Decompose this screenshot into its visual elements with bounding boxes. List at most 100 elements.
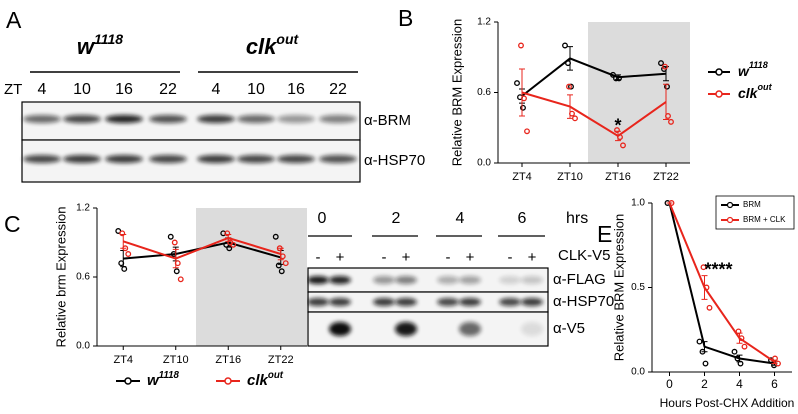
- legend-name: w: [147, 372, 160, 389]
- data-point: [173, 268, 180, 275]
- data-point: [668, 118, 674, 125]
- x-tick-label: 6: [771, 377, 778, 391]
- annotation: ****: [704, 259, 732, 279]
- sign-label: -: [446, 249, 451, 266]
- blot-band: [499, 298, 521, 306]
- band-label: α-HSP70: [364, 152, 425, 169]
- y-tick-label: 0.0: [76, 341, 90, 352]
- genotype-sup: 1118: [94, 31, 123, 47]
- data-point: [658, 60, 664, 67]
- data-point: [662, 63, 668, 70]
- series-line: [668, 202, 775, 365]
- sign-label: +: [336, 249, 345, 266]
- data-point: [524, 128, 530, 135]
- legend-marker: [224, 377, 232, 385]
- legend-sup: out: [268, 370, 284, 381]
- legend-name: BRM + CLK: [743, 215, 786, 224]
- data-point: [700, 264, 707, 271]
- timepoint-label: 0: [318, 210, 327, 227]
- genotype-name: w: [77, 34, 96, 59]
- data-point: [177, 276, 184, 283]
- blot-band: [521, 276, 543, 284]
- blot-band: [105, 115, 143, 123]
- panel-label: A: [6, 7, 22, 33]
- lane-label: 22: [329, 81, 347, 98]
- x-tick-label: ZT16: [215, 354, 241, 366]
- y-tick-label: 0.6: [76, 272, 90, 283]
- series-line: [668, 202, 776, 363]
- y-tick-label: 1.2: [76, 203, 90, 214]
- panel-label: C: [4, 211, 21, 237]
- y-tick-label: 1.0: [631, 198, 645, 209]
- y-axis-label: Relative BRM Expression: [611, 214, 626, 361]
- sign-label: -: [508, 249, 513, 266]
- series-line: [521, 91, 667, 138]
- blot-band: [459, 298, 481, 306]
- data-point: [275, 262, 282, 269]
- genotype-label: clkout: [246, 31, 300, 59]
- data-point: [735, 328, 742, 335]
- blot-band: [149, 115, 187, 123]
- blot-band: [395, 298, 417, 306]
- blot-band: [23, 155, 61, 163]
- x-tick-label: 2: [701, 377, 708, 391]
- y-tick-label: 1.2: [477, 17, 491, 28]
- x-tick-label: 0: [666, 377, 673, 391]
- blot-band: [197, 115, 235, 123]
- legend-marker: [715, 68, 723, 76]
- y-axis-label: Relative brm Expression: [53, 207, 68, 348]
- data-point: [696, 338, 703, 345]
- legend-box: [715, 195, 795, 230]
- data-point: [616, 75, 622, 82]
- blot-band: [373, 276, 395, 284]
- data-point: [171, 239, 178, 246]
- blot-band: [329, 322, 351, 336]
- series-line: [122, 236, 282, 260]
- legend-label: clkout: [247, 370, 284, 389]
- legend-name: clk: [738, 85, 759, 101]
- blot-band: [373, 298, 395, 306]
- lane-label: 16: [287, 81, 305, 98]
- blot-band: [459, 322, 481, 336]
- legend-sup: out: [757, 82, 772, 92]
- blot-band: [499, 276, 521, 284]
- legend-label: w1118: [147, 370, 179, 389]
- annotation: *: [614, 115, 621, 135]
- data-point: [568, 83, 574, 90]
- band-label: α-FLAG: [553, 271, 606, 288]
- sign-label: +: [528, 249, 537, 266]
- legend-marker: [726, 216, 734, 224]
- data-point: [614, 127, 620, 134]
- y-axis-label: Relative BRM Expression: [449, 19, 464, 166]
- blot-band: [395, 322, 417, 336]
- data-point: [272, 233, 279, 240]
- legend-sup: 1118: [749, 60, 769, 70]
- timepoint-label: 2: [392, 210, 401, 227]
- data-point: [518, 42, 524, 49]
- blot-band: [237, 155, 275, 163]
- panel-label: E: [597, 221, 612, 247]
- lane-label: 10: [73, 81, 91, 98]
- y-tick-label: 0.0: [631, 367, 645, 378]
- data-point: [278, 268, 285, 275]
- y-tick-label: 0.5: [631, 282, 645, 293]
- band-label: α-HSP70: [553, 293, 614, 310]
- sign-label: +: [402, 249, 411, 266]
- legend-label: w1118: [738, 60, 769, 78]
- data-point: [224, 230, 231, 237]
- blot-band: [459, 276, 481, 284]
- y-tick-label: 0.6: [477, 87, 491, 98]
- x-tick-label: ZT16: [605, 171, 631, 183]
- x-tick-label: ZT4: [512, 171, 532, 183]
- blot-band: [23, 115, 61, 123]
- data-point: [562, 42, 568, 49]
- blot-band: [395, 276, 417, 284]
- data-point: [702, 360, 709, 367]
- blot-band: [149, 155, 187, 163]
- legend-label: BRM + CLK: [743, 215, 786, 224]
- treatment-label: CLK-V5: [558, 247, 611, 264]
- shaded-region: [196, 208, 307, 346]
- legend-marker: [715, 90, 723, 98]
- band-label: α-BRM: [364, 112, 411, 129]
